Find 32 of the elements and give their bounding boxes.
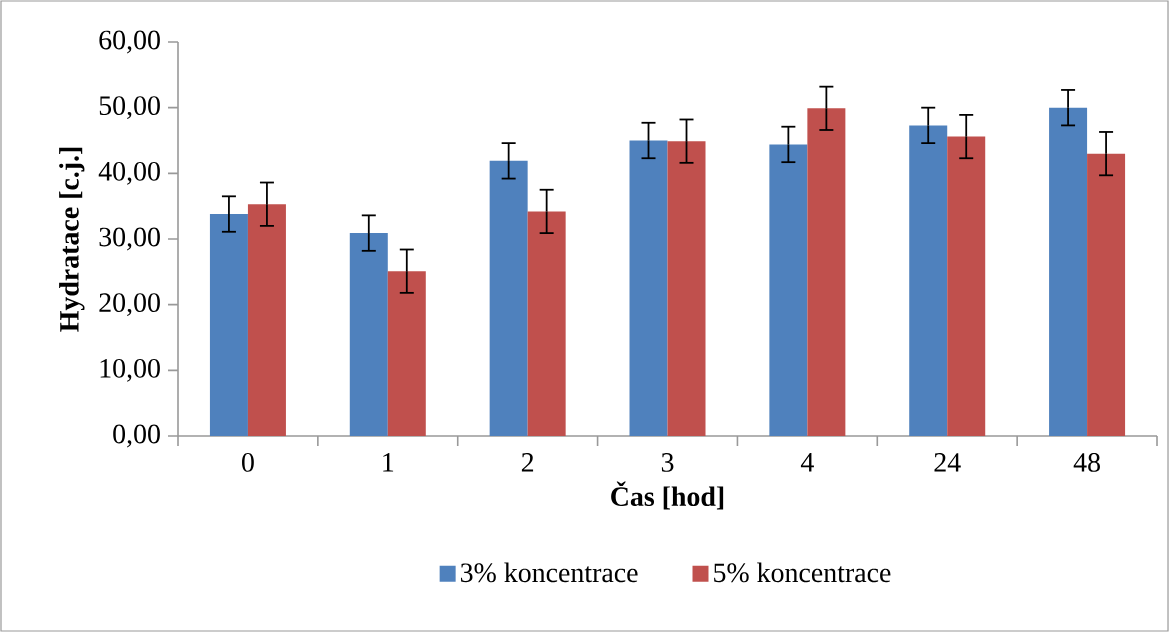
y-tick-label: 0,00 <box>113 424 160 448</box>
bar <box>1049 107 1088 436</box>
x-tick-label: 1 <box>383 453 394 472</box>
bar <box>769 144 808 436</box>
y-axis-title: Hydratace [c.j.] <box>59 147 85 332</box>
bar <box>667 141 706 436</box>
bar <box>527 211 566 436</box>
y-tick-label: 60,00 <box>99 30 160 54</box>
y-tick-label: 10,00 <box>100 358 160 382</box>
y-tick-label: 50,00 <box>99 96 160 120</box>
x-tick-label: 4 <box>800 453 814 472</box>
bar <box>909 125 948 436</box>
bar <box>807 108 846 436</box>
bar <box>489 160 528 436</box>
y-tick-label: 40,00 <box>98 161 160 185</box>
bar <box>947 136 986 436</box>
legend-label: 5% koncentrace <box>714 562 891 583</box>
x-axis-title: Čas [hod] <box>611 481 724 510</box>
legend-label: 3% koncentrace <box>460 562 638 583</box>
bar <box>247 204 286 436</box>
bar <box>209 214 248 436</box>
y-tick-label: 20,00 <box>99 293 160 317</box>
x-tick-label: 3 <box>661 453 674 472</box>
x-tick-label: 2 <box>521 453 534 472</box>
x-tick-label: 48 <box>1073 453 1100 472</box>
x-tick-label: 24 <box>934 453 961 472</box>
y-tick-label: 30,00 <box>99 227 160 251</box>
x-tick-label: 0 <box>242 453 254 472</box>
bar <box>629 140 668 436</box>
bar <box>1087 153 1126 436</box>
bar <box>349 233 388 436</box>
bar <box>387 271 426 436</box>
